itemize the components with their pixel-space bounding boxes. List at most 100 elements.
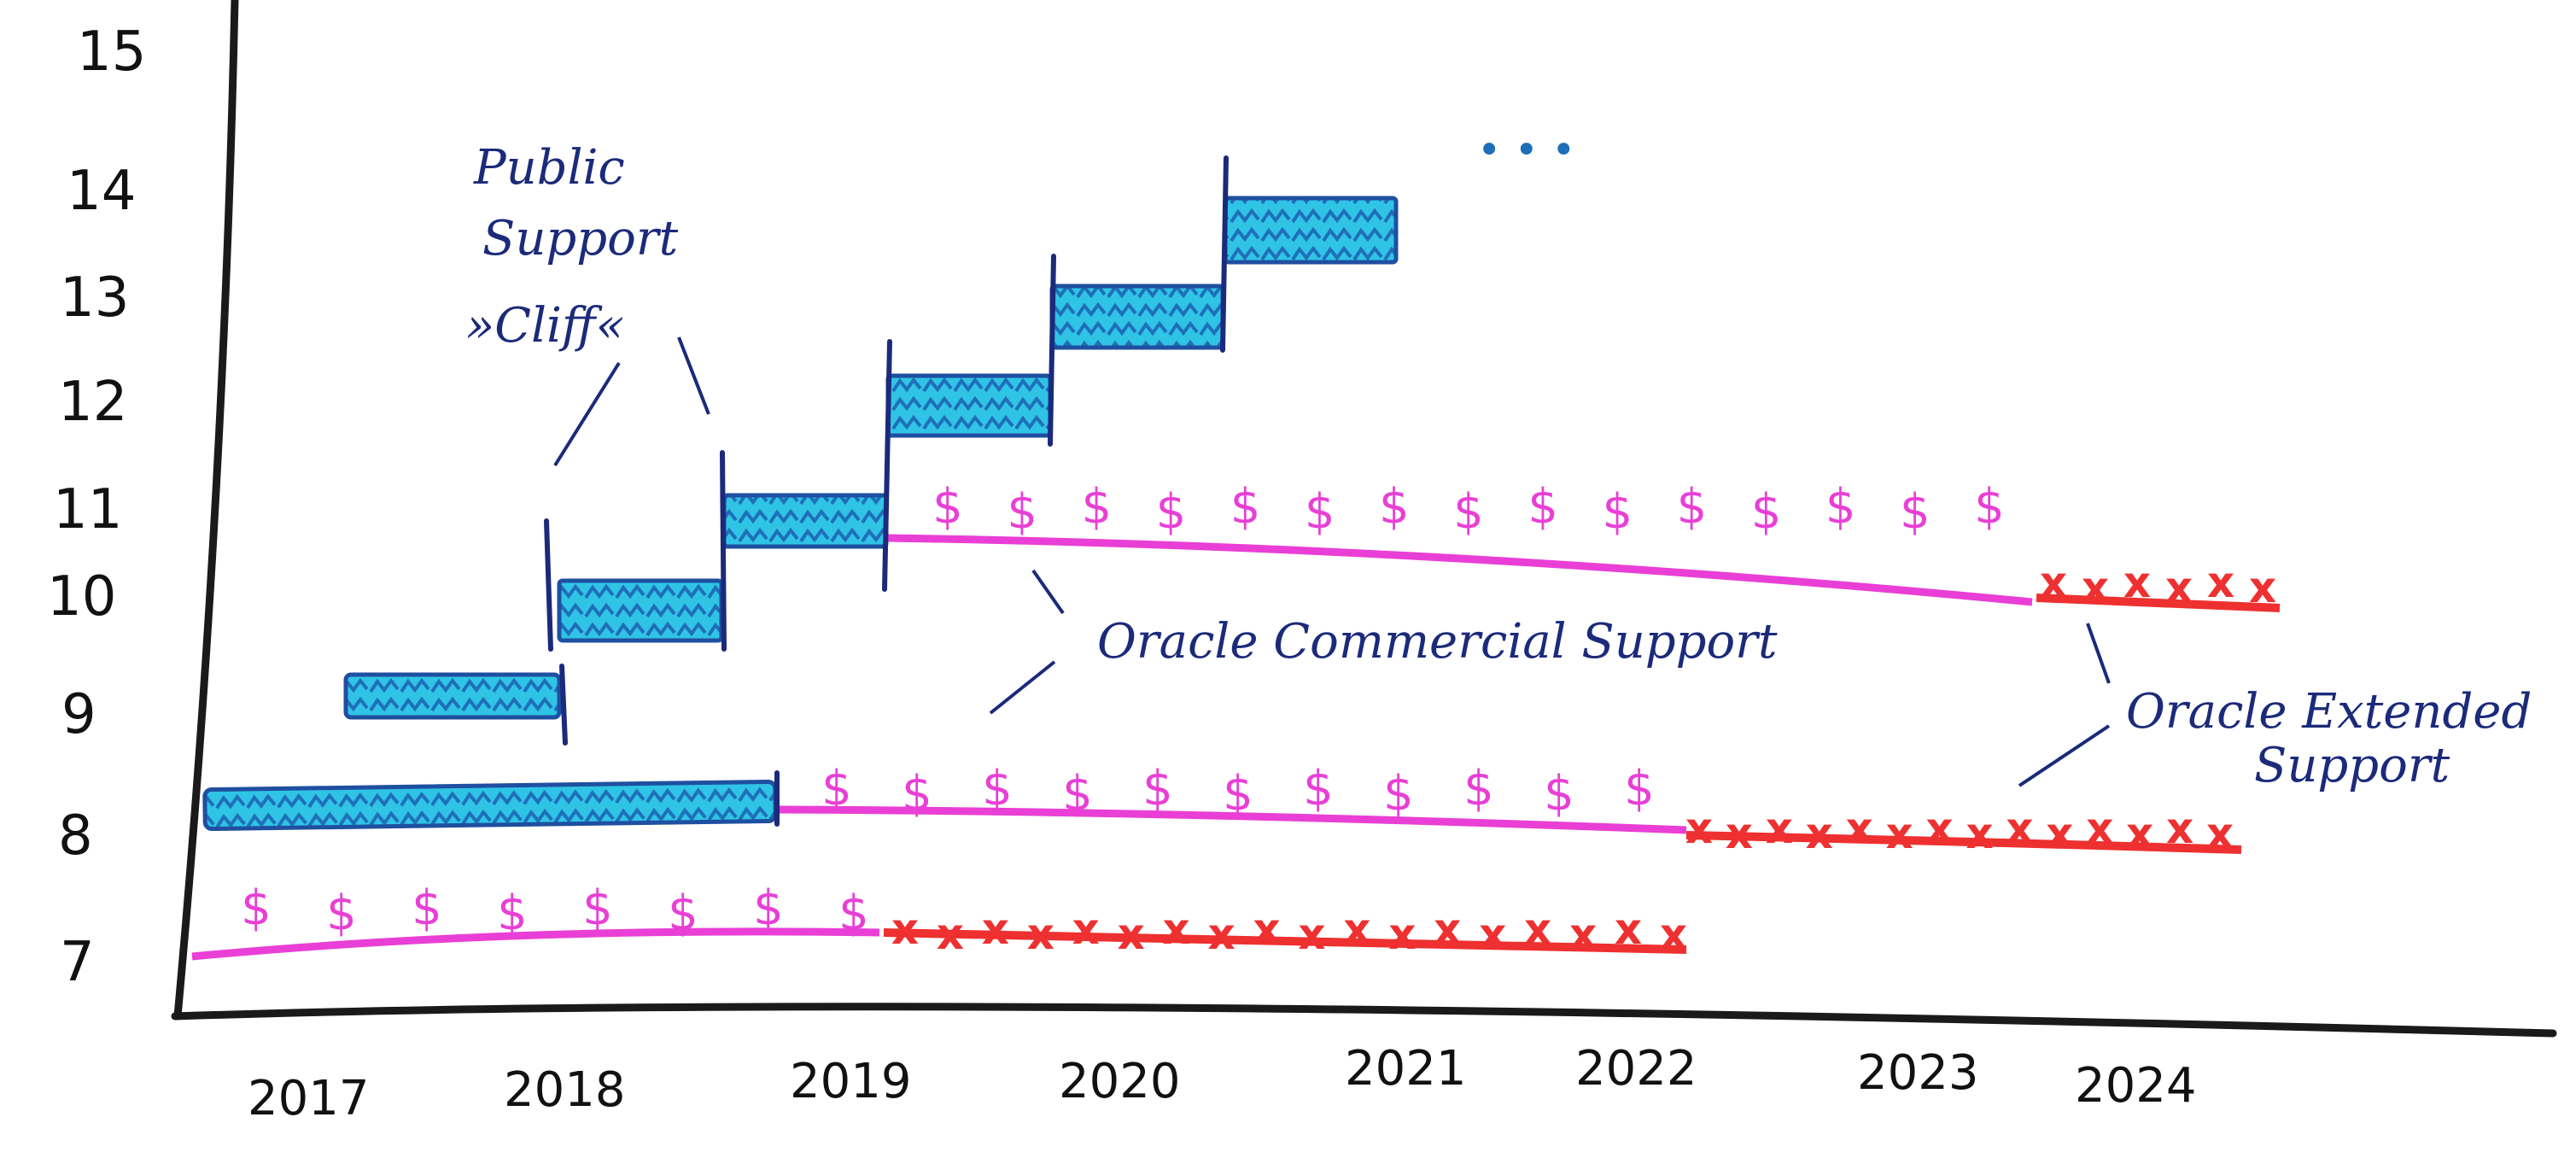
java-11-public-support-bar — [721, 493, 889, 549]
x-mark-marker: x — [2046, 809, 2073, 858]
java-13-public-support-bar — [1049, 284, 1225, 350]
y-label-14: 14 — [67, 160, 136, 223]
dollar-sign-marker: $ — [326, 886, 357, 941]
ellipsis-more-versions: • • • — [1477, 126, 1575, 174]
dollar-sign-marker: $ — [1007, 484, 1037, 540]
pointer-extended-1 — [2086, 623, 2111, 684]
dollar-sign-marker: $ — [1527, 479, 1558, 535]
x-mark-marker: x — [1434, 904, 1461, 954]
x-mark-marker: x — [1726, 809, 1753, 858]
x-mark-marker: x — [1615, 904, 1642, 954]
dollar-sign-marker: $ — [1305, 484, 1335, 540]
x-mark-marker: x — [1524, 904, 1551, 954]
x-mark-marker: x — [1685, 804, 1713, 853]
dollar-sign-marker: $ — [1230, 479, 1261, 535]
x-label-2020: 2020 — [1059, 1054, 1181, 1109]
pointer-extended-2 — [2018, 724, 2111, 787]
x-label-2019: 2019 — [790, 1054, 912, 1109]
y-label-12: 12 — [58, 371, 127, 434]
dollar-sign-marker: $ — [902, 766, 932, 822]
x-mark-marker: x — [2165, 563, 2193, 612]
dollar-sign-marker: $ — [1303, 761, 1334, 816]
x-mark-marker: x — [1163, 904, 1190, 954]
pointer-commercial-1 — [1031, 569, 1065, 615]
x-label-2017: 2017 — [248, 1071, 370, 1126]
java-7-commercial-line — [191, 927, 880, 961]
x-mark-marker: x — [2249, 563, 2276, 612]
x-axis-labels: 2017 2018 2019 2020 2021 2022 2023 2024 — [248, 1041, 2197, 1126]
x-mark-marker: x — [891, 904, 919, 954]
pointer-commercial-2 — [989, 660, 1056, 715]
java-7-dollar-markers: $ $ $ $ $ $ $ $ — [241, 880, 869, 941]
dollar-sign-marker: $ — [982, 761, 1013, 816]
dollar-sign-marker: $ — [1751, 484, 1782, 540]
pointer-line-1 — [553, 361, 621, 467]
dollar-sign-marker: $ — [932, 479, 963, 535]
dollar-sign-marker: $ — [1463, 761, 1494, 816]
x-mark-marker: x — [1253, 904, 1280, 954]
dollar-sign-marker: $ — [1156, 484, 1187, 540]
boundary-2018 — [544, 518, 553, 652]
java-10-public-support-bar — [557, 578, 724, 643]
x-mark-marker: x — [1388, 909, 1416, 959]
x-mark-marker: x — [1298, 909, 1325, 959]
annotation-public-support-cliff: Public Support »Cliff« — [465, 140, 710, 467]
dollar-sign-marker: $ — [497, 886, 528, 941]
x-mark-marker: x — [1207, 909, 1235, 959]
axes — [171, 0, 2557, 1038]
java-8-public-support-bar — [202, 779, 778, 832]
dollar-sign-marker: $ — [753, 880, 784, 936]
y-label-8: 8 — [58, 804, 93, 868]
boundary-2020 — [1220, 155, 1229, 353]
java-11-commercial-line — [887, 534, 2033, 606]
dollar-sign-marker: $ — [1624, 761, 1655, 816]
annotation-public-line-2: Support — [482, 211, 679, 266]
x-mark-marker: x — [982, 904, 1009, 954]
annotation-public-line-1: Public — [473, 140, 625, 196]
x-mark-marker: x — [1846, 804, 1873, 853]
x-label-2022: 2022 — [1575, 1041, 1697, 1097]
java-9-public-support-bar — [343, 672, 562, 720]
dollar-sign-marker: $ — [1974, 479, 2005, 535]
dollar-sign-marker: $ — [821, 761, 852, 816]
dollar-sign-marker: $ — [1223, 766, 1253, 822]
x-mark-marker: x — [1343, 904, 1370, 954]
x-mark-marker: x — [2082, 563, 2109, 612]
annotation-public-line-3: »Cliff« — [465, 298, 625, 354]
x-mark-marker: x — [2206, 809, 2234, 858]
x-label-2023: 2023 — [1857, 1045, 1979, 1101]
dollar-sign-marker: $ — [1081, 479, 1112, 535]
boundary-2019 — [882, 339, 892, 592]
y-label-9: 9 — [61, 683, 96, 746]
y-label-7: 7 — [60, 931, 95, 994]
x-mark-marker: x — [2123, 558, 2151, 607]
java-8-commercial-line — [776, 805, 1687, 834]
dollar-sign-marker: $ — [1544, 766, 1574, 822]
x-mark-marker: x — [937, 909, 964, 959]
dollar-sign-marker: $ — [838, 886, 869, 941]
y-label-11: 11 — [53, 478, 122, 541]
x-mark-marker: x — [1479, 909, 1506, 959]
x-label-2024: 2024 — [2075, 1058, 2197, 1114]
x-axis-line — [171, 1003, 2557, 1038]
annotation-oracle-extended-support: Oracle Extended Support — [2018, 623, 2532, 793]
java-12-public-support-bar — [885, 373, 1053, 438]
x-mark-marker: x — [1660, 909, 1687, 959]
annotation-extended-line-2: Support — [2254, 738, 2450, 793]
annotation-extended-line-1: Oracle Extended — [2126, 684, 2532, 740]
java-14-public-support-bar — [1223, 196, 1399, 265]
dollar-sign-marker: $ — [1379, 479, 1410, 535]
release-boundary-strokes — [544, 155, 1229, 827]
dollar-sign-marker: $ — [1062, 766, 1093, 822]
x-mark-marker: x — [2006, 804, 2033, 853]
x-mark-marker: x — [2126, 809, 2153, 858]
dollar-sign-marker: $ — [1677, 479, 1708, 535]
y-axis-line — [173, 0, 239, 1021]
dollar-sign-marker: $ — [1142, 761, 1173, 816]
